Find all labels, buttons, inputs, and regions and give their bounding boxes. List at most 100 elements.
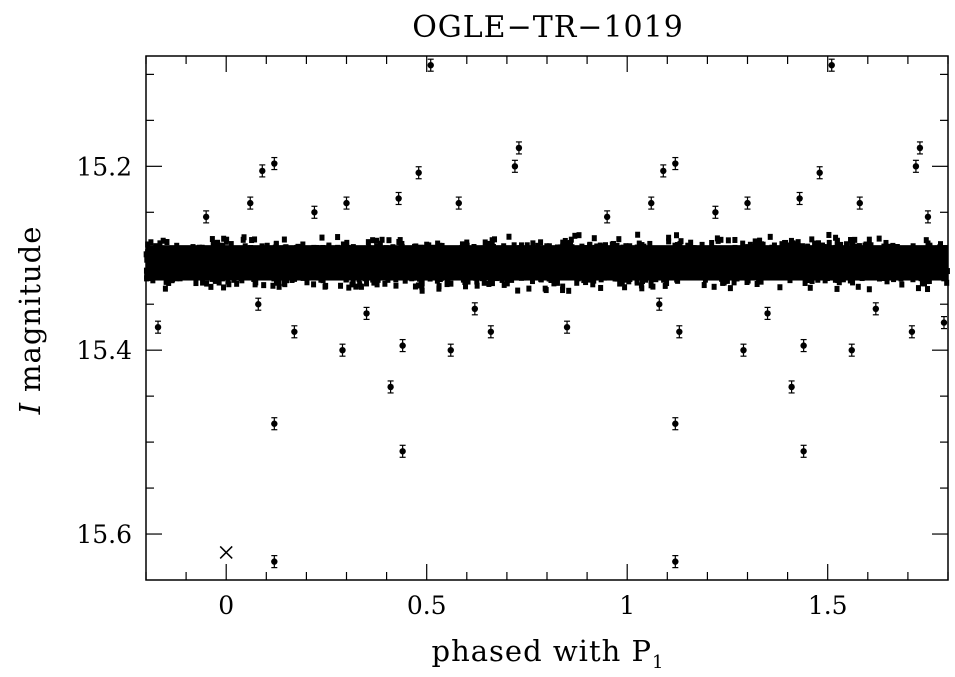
data-point — [800, 338, 807, 353]
band-point — [234, 280, 240, 287]
band-point — [448, 280, 454, 287]
band-point — [863, 241, 869, 248]
band-point — [436, 285, 442, 292]
band-point — [731, 279, 737, 286]
x-axis-label-text: phased with P — [432, 634, 653, 668]
data-point — [202, 210, 210, 224]
data-point — [271, 417, 278, 431]
band-point — [209, 236, 215, 243]
band-point — [145, 241, 151, 248]
band-point — [834, 285, 840, 292]
band-point — [740, 240, 746, 247]
band-point — [221, 284, 227, 291]
band-point — [591, 277, 597, 284]
band-point — [752, 238, 758, 245]
data-point — [912, 159, 920, 173]
y-tick-label: 15.6 — [76, 520, 132, 549]
band-point — [166, 279, 172, 286]
band-point — [419, 284, 425, 291]
band-point — [715, 237, 721, 244]
band-point — [399, 240, 405, 247]
band-point — [323, 282, 329, 289]
band-point — [944, 279, 950, 286]
data-point — [395, 191, 402, 206]
band-point — [807, 284, 813, 291]
band-point — [221, 235, 227, 242]
band-point — [560, 287, 566, 294]
band-point — [666, 234, 672, 241]
band-point — [812, 240, 818, 247]
band-point — [925, 286, 931, 293]
band-point — [919, 280, 925, 287]
band-point — [228, 241, 234, 248]
data-point — [515, 141, 523, 155]
band-point — [148, 239, 154, 246]
data-point — [940, 315, 948, 330]
band-point — [157, 240, 163, 247]
band-point — [164, 239, 170, 246]
band-point — [876, 235, 882, 242]
axis-ticks: 0 0.5 1 1.5 15.2 15.4 15.6 — [76, 56, 949, 620]
band-point — [899, 281, 905, 288]
band-point — [674, 232, 680, 239]
band-point — [591, 235, 597, 242]
band-point — [482, 239, 488, 246]
data-point — [676, 325, 683, 339]
band-point — [783, 239, 789, 246]
band-point — [634, 277, 640, 284]
band-point — [826, 231, 832, 238]
data-point — [848, 343, 855, 357]
band-point — [486, 280, 492, 287]
y-tick-label: 15.4 — [76, 336, 132, 365]
band-point — [560, 239, 566, 246]
band-point — [281, 280, 287, 287]
band-point — [382, 280, 388, 287]
data-point — [427, 58, 434, 72]
plot-frame — [145, 55, 949, 581]
band-point — [718, 236, 724, 243]
band-point — [335, 234, 341, 241]
data-point — [856, 196, 863, 210]
band-point — [501, 281, 507, 288]
band-point — [481, 279, 487, 286]
band-point — [937, 241, 943, 248]
band-point — [590, 281, 596, 288]
band-point — [463, 283, 469, 290]
band-point — [650, 283, 656, 290]
band-point — [163, 278, 169, 285]
band-point — [371, 279, 377, 286]
band-point — [415, 282, 421, 289]
band-point — [162, 285, 168, 292]
x-tick-label: 1.5 — [808, 591, 848, 620]
band-point — [358, 283, 364, 290]
band-point — [701, 282, 707, 289]
x-axis-label-subscript: 1 — [652, 652, 664, 673]
band-point — [648, 277, 654, 284]
band-point — [566, 287, 572, 294]
data-point — [828, 58, 835, 72]
band-point — [711, 283, 717, 290]
band-point — [638, 282, 644, 289]
band-point — [506, 233, 512, 240]
y-axis-label-text: magnitude — [13, 226, 47, 392]
band-point — [529, 278, 535, 285]
band-point — [727, 285, 733, 292]
band-point — [464, 239, 470, 246]
band-point — [397, 237, 403, 244]
data-point — [764, 306, 771, 321]
band-point — [568, 236, 574, 243]
band-point — [474, 278, 480, 285]
band-point — [212, 277, 218, 284]
band-point — [732, 236, 738, 243]
band-point — [598, 284, 604, 291]
band-point — [419, 287, 425, 294]
data-point — [259, 164, 266, 178]
data-point — [271, 555, 278, 569]
band-point — [809, 277, 815, 284]
band-point — [485, 240, 491, 247]
data-point — [311, 205, 318, 219]
band-point — [273, 240, 279, 247]
band-point — [253, 279, 259, 286]
band-point — [923, 237, 929, 244]
band-point — [866, 236, 872, 243]
